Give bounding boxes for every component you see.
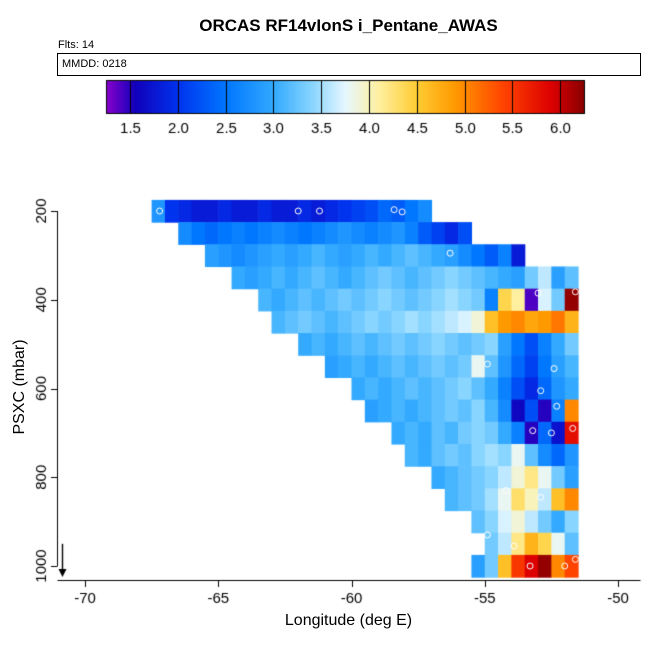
date-strip-label: MMDD: 0218 — [62, 58, 127, 70]
page-title: ORCAS RF14vIonS i_Pentane_AWAS — [199, 16, 498, 35]
date-strip: MMDD: 0218 — [57, 53, 641, 76]
x-axis-label: Longitude (deg E) — [284, 612, 413, 629]
flights-count-label: Flts: 14 — [58, 39, 95, 51]
y-axis-label: PSXC (mbar) — [11, 339, 28, 435]
